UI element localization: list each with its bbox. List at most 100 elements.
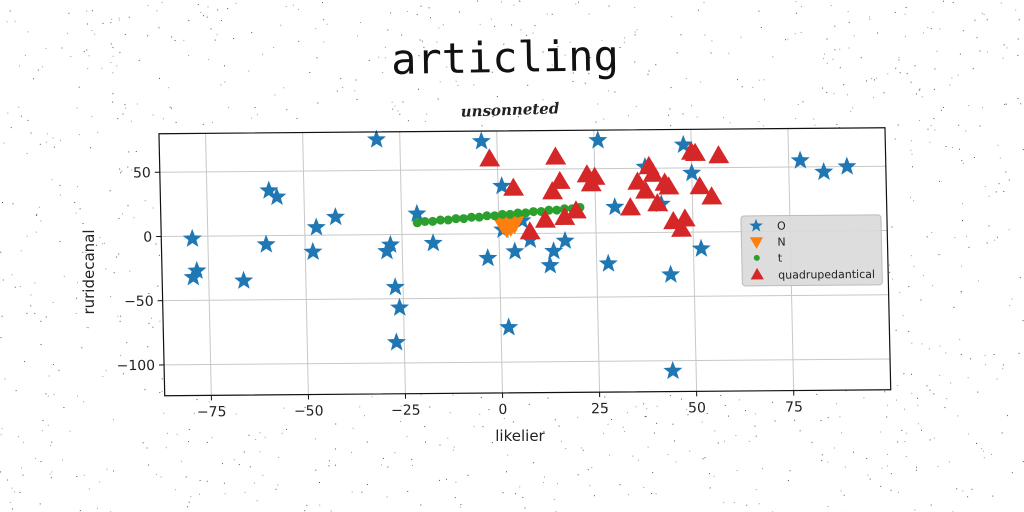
noise-dot — [85, 252, 87, 254]
noise-dot — [710, 52, 712, 54]
noise-dot — [950, 382, 952, 384]
noise-dot — [190, 496, 192, 498]
noise-dot — [118, 218, 120, 219]
noise-dot — [933, 393, 935, 395]
noise-dot — [188, 501, 190, 503]
data-point-o — [492, 176, 512, 195]
noise-dot — [26, 312, 28, 314]
noise-dot — [736, 470, 738, 471]
noise-dot — [36, 213, 38, 215]
noise-dot — [904, 441, 906, 442]
data-point-n — [503, 216, 525, 235]
noise-dot — [686, 409, 687, 411]
noise-dot — [902, 315, 904, 317]
noise-dot — [986, 242, 988, 244]
noise-dot — [131, 169, 133, 171]
noise-dot — [774, 420, 776, 422]
noise-dot — [962, 30, 964, 32]
noise-dot — [930, 28, 932, 30]
noise-dot — [45, 47, 47, 49]
noise-dot — [99, 481, 101, 483]
noise-dot — [919, 119, 920, 121]
noise-dot — [764, 99, 765, 100]
noise-dot — [335, 464, 336, 466]
noise-dot — [52, 137, 54, 139]
noise-dot — [96, 507, 98, 509]
noise-dot — [47, 424, 49, 426]
noise-dot — [945, 352, 947, 354]
noise-dot — [119, 320, 121, 322]
noise-dot — [932, 11, 934, 13]
grid-line-y — [159, 165, 886, 173]
noise-dot — [18, 106, 20, 108]
noise-dot — [10, 127, 12, 129]
noise-dot — [758, 503, 760, 505]
noise-dot — [3, 142, 5, 144]
noise-dot — [723, 502, 725, 504]
noise-dot — [147, 35, 149, 37]
noise-dot — [755, 435, 757, 437]
noise-dot — [30, 132, 32, 134]
data-point-t — [505, 209, 515, 219]
noise-dot — [981, 12, 983, 14]
noise-dot — [51, 179, 53, 181]
noise-dot — [645, 416, 647, 417]
noise-dot — [17, 436, 19, 438]
noise-dot — [387, 466, 389, 468]
noise-dot — [929, 389, 931, 391]
noise-dot — [704, 34, 706, 36]
noise-dot — [763, 125, 765, 127]
noise-dot — [869, 16, 871, 18]
noise-dot — [52, 301, 54, 303]
noise-dot — [895, 67, 897, 69]
noise-dot — [863, 397, 865, 399]
noise-dot — [1011, 298, 1013, 300]
noise-dot — [86, 326, 88, 328]
noise-dot — [248, 434, 250, 436]
noise-dot — [905, 7, 907, 8]
noise-dot — [70, 56, 72, 58]
noise-dot — [496, 96, 498, 98]
noise-dot — [534, 25, 536, 27]
noise-dot — [880, 431, 882, 433]
noise-dot — [47, 395, 49, 397]
noise-dot — [494, 25, 496, 27]
noise-dot — [853, 35, 855, 37]
noise-dot — [880, 485, 882, 487]
noise-dot — [834, 49, 836, 51]
noise-dot — [680, 34, 682, 36]
noise-dot — [653, 432, 655, 434]
noise-dot — [866, 80, 867, 82]
noise-dot — [903, 373, 905, 375]
noise-dot — [12, 203, 14, 205]
noise-dot — [995, 191, 997, 193]
chart-subtitle: unsonneted — [460, 99, 560, 120]
noise-dot — [626, 412, 628, 414]
noise-dot — [796, 12, 798, 14]
data-point-quadrupedantical — [620, 197, 642, 216]
noise-dot — [420, 394, 422, 396]
data-point-quadrupedantical — [535, 209, 556, 228]
noise-dot — [11, 508, 13, 510]
noise-dot — [655, 493, 657, 495]
noise-dot — [996, 378, 998, 380]
noise-dot — [1006, 47, 1008, 49]
noise-dot — [910, 149, 912, 151]
noise-dot — [148, 464, 149, 466]
noise-dot — [671, 16, 673, 18]
x-tick-label: 75 — [785, 399, 803, 415]
noise-dot — [39, 206, 41, 208]
data-point-t — [459, 214, 469, 224]
noise-dot — [151, 317, 152, 319]
noise-dot — [960, 292, 962, 294]
noise-dot — [421, 40, 423, 42]
noise-dot — [647, 73, 649, 75]
noise-dot — [420, 504, 422, 506]
noise-dot — [519, 0, 521, 2]
noise-dot — [520, 29, 522, 31]
data-point-o — [267, 186, 287, 206]
noise-dot — [982, 107, 983, 109]
noise-dot — [723, 117, 724, 119]
noise-dot — [76, 107, 78, 109]
noise-dot — [27, 119, 29, 121]
